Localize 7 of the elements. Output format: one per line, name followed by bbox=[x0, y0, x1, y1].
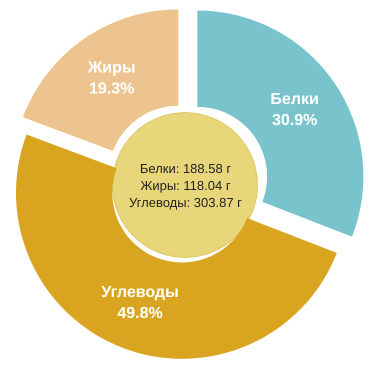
data-label: 19.3% bbox=[89, 80, 134, 98]
slice-label: Жиры bbox=[86, 60, 136, 77]
data-label: 49.8% bbox=[117, 304, 163, 322]
data-label: 30.9% bbox=[272, 112, 318, 129]
slice-label: Углеводы bbox=[101, 284, 179, 302]
text: Белки: 188.58 г Жиры: 118.04 г Углеводы: 303.87 г bbox=[129, 161, 242, 210]
slice-label: Белки bbox=[270, 91, 319, 108]
